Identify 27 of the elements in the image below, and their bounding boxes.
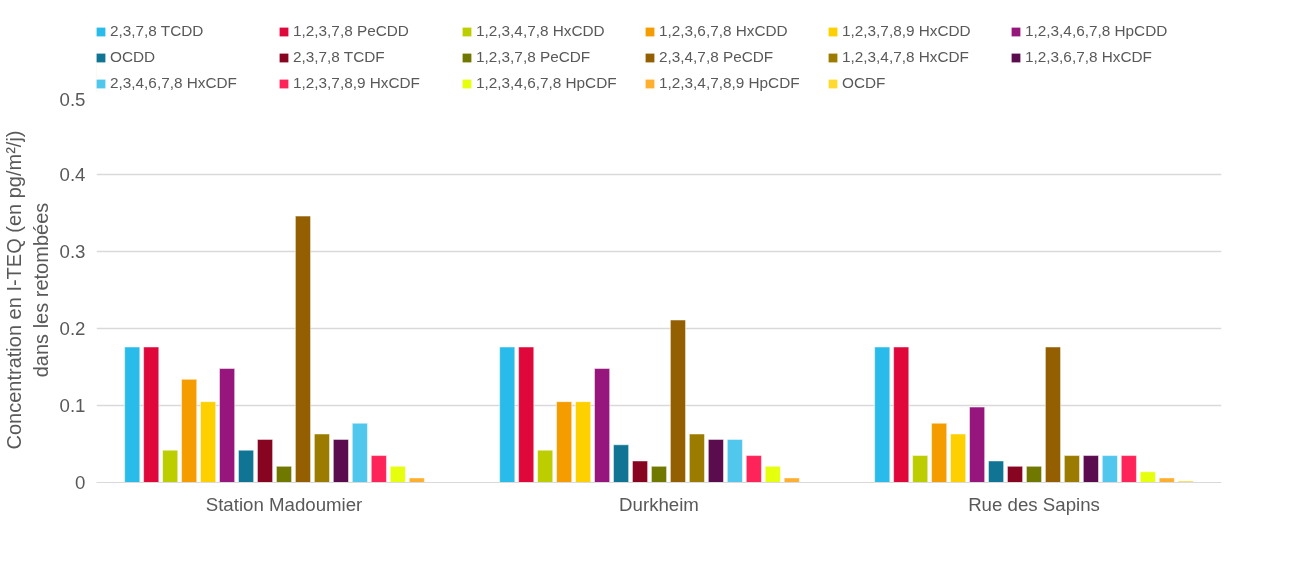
y-tick-label: 0.3 bbox=[59, 241, 86, 262]
legend-label: 1,2,3,6,7,8 HxCDF bbox=[1025, 48, 1153, 66]
legend-label: 1,2,3,6,7,8 HxCDD bbox=[659, 22, 789, 40]
x-tick-label: Rue des Sapins bbox=[968, 493, 1100, 515]
legend-label: 1,2,3,4,7,8 HxCDD bbox=[476, 22, 606, 40]
legend-label: 2,3,7,8 TCDD bbox=[110, 22, 205, 40]
y-axis-title: Concentration en I-TEQ (en pg/m²/j) dans les retombées bbox=[3, 130, 52, 450]
y-tick-label: 0.5 bbox=[59, 88, 86, 110]
y-tick-label: 0 bbox=[75, 472, 86, 493]
legend-label: 1,2,3,4,6,7,8 HpCDD bbox=[1025, 22, 1169, 40]
legend-label: 2,3,4,6,7,8 HxCDF bbox=[110, 74, 238, 92]
y-tick-label: 0.2 bbox=[59, 318, 86, 339]
legend-label: 1,2,3,7,8 PeCDF bbox=[476, 48, 592, 66]
legend-label: 2,3,4,7,8 PeCDF bbox=[659, 48, 775, 66]
legend-label: 1,2,3,7,8,9 HxCDD bbox=[842, 22, 972, 40]
y-tick-label: 0.1 bbox=[59, 395, 86, 416]
legend-label: 1,2,3,4,7,8,9 HpCDF bbox=[659, 74, 801, 92]
legend-label: 1,2,3,4,6,7,8 HpCDF bbox=[476, 74, 618, 92]
x-tick-label: Durkheim bbox=[619, 493, 699, 515]
legend-label: 1,2,3,7,8,9 HxCDF bbox=[293, 74, 421, 92]
legend-label: OCDD bbox=[110, 48, 157, 66]
legend-label: 1,2,3,7,8 PeCDD bbox=[293, 22, 410, 40]
legend-label: OCDF bbox=[842, 74, 887, 92]
x-tick-label: Station Madoumier bbox=[205, 493, 363, 515]
y-tick-label: 0.4 bbox=[59, 164, 86, 185]
legend-label: 1,2,3,4,7,8 HxCDF bbox=[842, 48, 970, 66]
legend-label: 2,3,7,8 TCDF bbox=[293, 48, 386, 66]
